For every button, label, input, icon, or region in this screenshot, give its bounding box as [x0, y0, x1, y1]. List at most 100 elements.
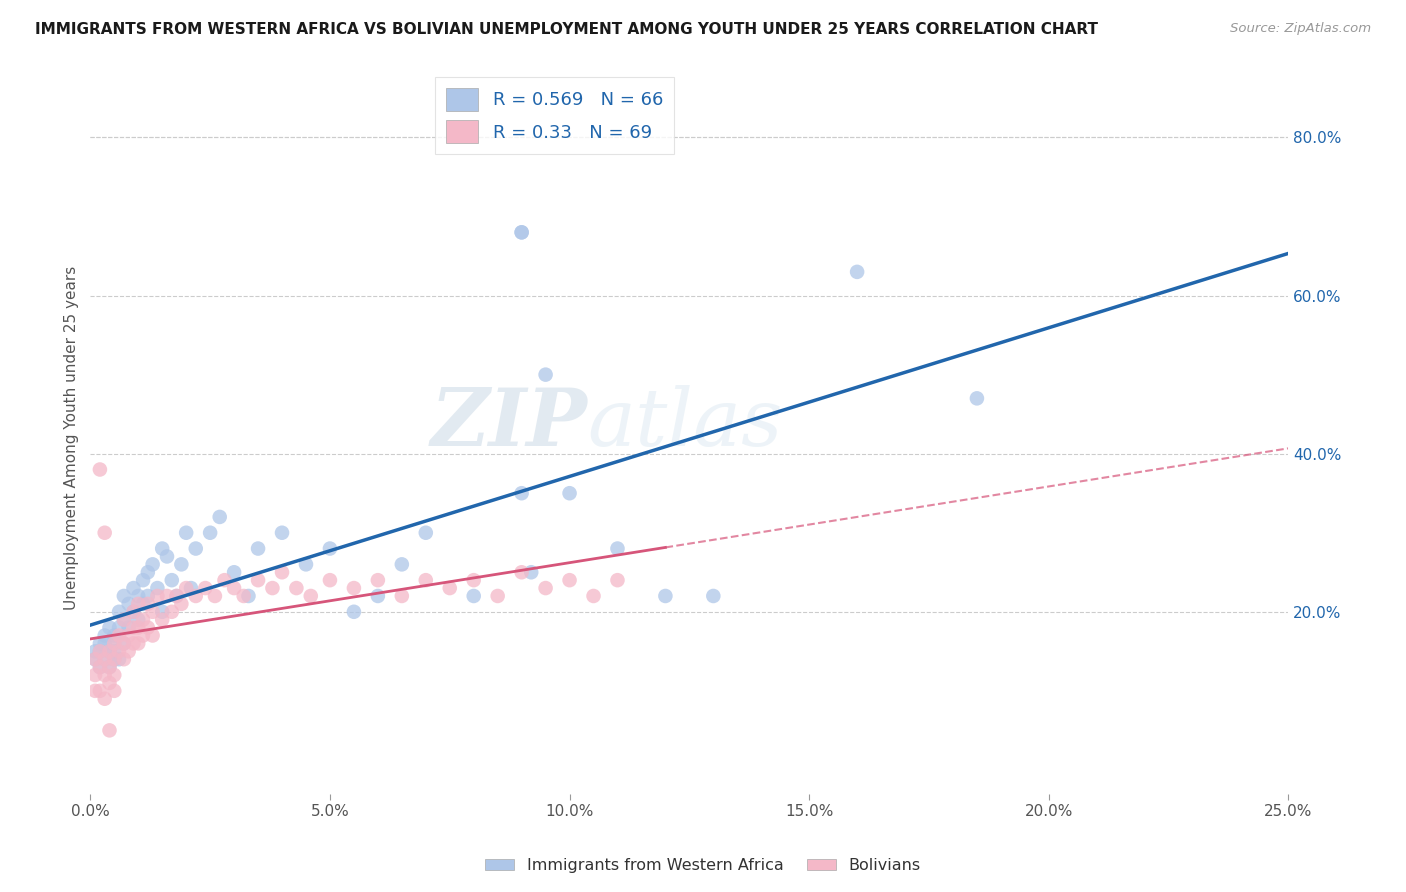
- Point: [93, 652, 115, 666]
- Legend: Immigrants from Western Africa, Bolivians: Immigrants from Western Africa, Bolivian…: [478, 852, 928, 880]
- Point: [136, 621, 159, 635]
- Point: [103, 628, 125, 642]
- Point: [415, 525, 437, 540]
- Point: [84, 668, 107, 682]
- Point: [534, 581, 557, 595]
- Point: [118, 597, 141, 611]
- Point: [247, 573, 270, 587]
- Point: [232, 589, 254, 603]
- Point: [112, 636, 135, 650]
- Point: [702, 589, 724, 603]
- Point: [93, 652, 115, 666]
- Point: [606, 573, 628, 587]
- Point: [112, 613, 135, 627]
- Point: [89, 644, 111, 658]
- Point: [319, 573, 342, 587]
- Point: [439, 581, 461, 595]
- Point: [127, 621, 149, 635]
- Point: [112, 636, 135, 650]
- Point: [84, 644, 107, 658]
- Point: [222, 581, 245, 595]
- Point: [606, 541, 628, 556]
- Point: [112, 589, 135, 603]
- Point: [510, 225, 533, 239]
- Point: [127, 636, 149, 650]
- Point: [558, 486, 581, 500]
- Point: [127, 613, 149, 627]
- Point: [132, 597, 155, 611]
- Point: [510, 486, 533, 500]
- Point: [214, 573, 236, 587]
- Point: [146, 589, 169, 603]
- Point: [132, 628, 155, 642]
- Point: [166, 589, 188, 603]
- Point: [654, 589, 676, 603]
- Point: [136, 566, 159, 580]
- Point: [122, 636, 145, 650]
- Point: [367, 573, 389, 587]
- Point: [170, 558, 193, 572]
- Point: [118, 644, 141, 658]
- Point: [156, 549, 179, 564]
- Point: [98, 644, 121, 658]
- Point: [103, 683, 125, 698]
- Point: [146, 581, 169, 595]
- Point: [534, 368, 557, 382]
- Point: [98, 660, 121, 674]
- Point: [108, 621, 131, 635]
- Point: [150, 605, 173, 619]
- Point: [238, 589, 260, 603]
- Legend: R = 0.569   N = 66, R = 0.33   N = 69: R = 0.569 N = 66, R = 0.33 N = 69: [434, 77, 673, 154]
- Point: [89, 660, 111, 674]
- Point: [846, 265, 869, 279]
- Point: [247, 541, 270, 556]
- Point: [89, 462, 111, 476]
- Point: [93, 628, 115, 642]
- Point: [510, 566, 533, 580]
- Point: [174, 525, 197, 540]
- Point: [262, 581, 284, 595]
- Point: [89, 644, 111, 658]
- Point: [103, 652, 125, 666]
- Point: [132, 573, 155, 587]
- Point: [184, 589, 207, 603]
- Point: [160, 605, 183, 619]
- Y-axis label: Unemployment Among Youth under 25 years: Unemployment Among Youth under 25 years: [65, 266, 79, 610]
- Point: [98, 660, 121, 674]
- Point: [103, 668, 125, 682]
- Point: [103, 652, 125, 666]
- Point: [367, 589, 389, 603]
- Point: [184, 541, 207, 556]
- Point: [966, 392, 988, 406]
- Point: [84, 652, 107, 666]
- Point: [98, 676, 121, 690]
- Point: [98, 644, 121, 658]
- Point: [122, 605, 145, 619]
- Text: ZIP: ZIP: [430, 384, 588, 462]
- Point: [103, 636, 125, 650]
- Point: [103, 636, 125, 650]
- Point: [136, 597, 159, 611]
- Point: [150, 541, 173, 556]
- Point: [93, 691, 115, 706]
- Point: [108, 605, 131, 619]
- Point: [89, 683, 111, 698]
- Point: [285, 581, 308, 595]
- Point: [319, 541, 342, 556]
- Point: [391, 558, 413, 572]
- Point: [343, 581, 366, 595]
- Point: [582, 589, 605, 603]
- Point: [93, 636, 115, 650]
- Point: [463, 573, 485, 587]
- Point: [112, 652, 135, 666]
- Point: [160, 573, 183, 587]
- Point: [127, 597, 149, 611]
- Point: [98, 621, 121, 635]
- Point: [415, 573, 437, 587]
- Point: [142, 558, 165, 572]
- Point: [142, 605, 165, 619]
- Point: [108, 652, 131, 666]
- Point: [295, 558, 318, 572]
- Point: [84, 683, 107, 698]
- Point: [486, 589, 509, 603]
